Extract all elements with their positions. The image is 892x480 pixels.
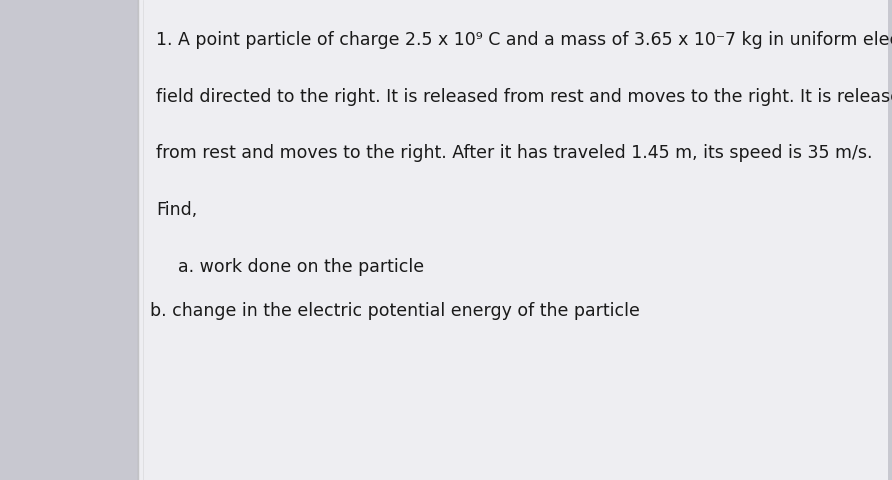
Text: from rest and moves to the right. After it has traveled 1.45 m, its speed is 35 : from rest and moves to the right. After … (156, 144, 872, 162)
Text: 1. A point particle of charge 2.5 x 10⁹ C and a mass of 3.65 x 10⁻7 kg in unifor: 1. A point particle of charge 2.5 x 10⁹ … (156, 31, 892, 49)
Text: b. change in the electric potential energy of the particle: b. change in the electric potential ener… (150, 302, 640, 321)
Text: field directed to the right. It is released from rest and moves to the right. It: field directed to the right. It is relea… (156, 88, 892, 106)
Text: a. work done on the particle: a. work done on the particle (156, 258, 425, 276)
FancyBboxPatch shape (138, 0, 888, 480)
Text: Find,: Find, (156, 201, 197, 219)
